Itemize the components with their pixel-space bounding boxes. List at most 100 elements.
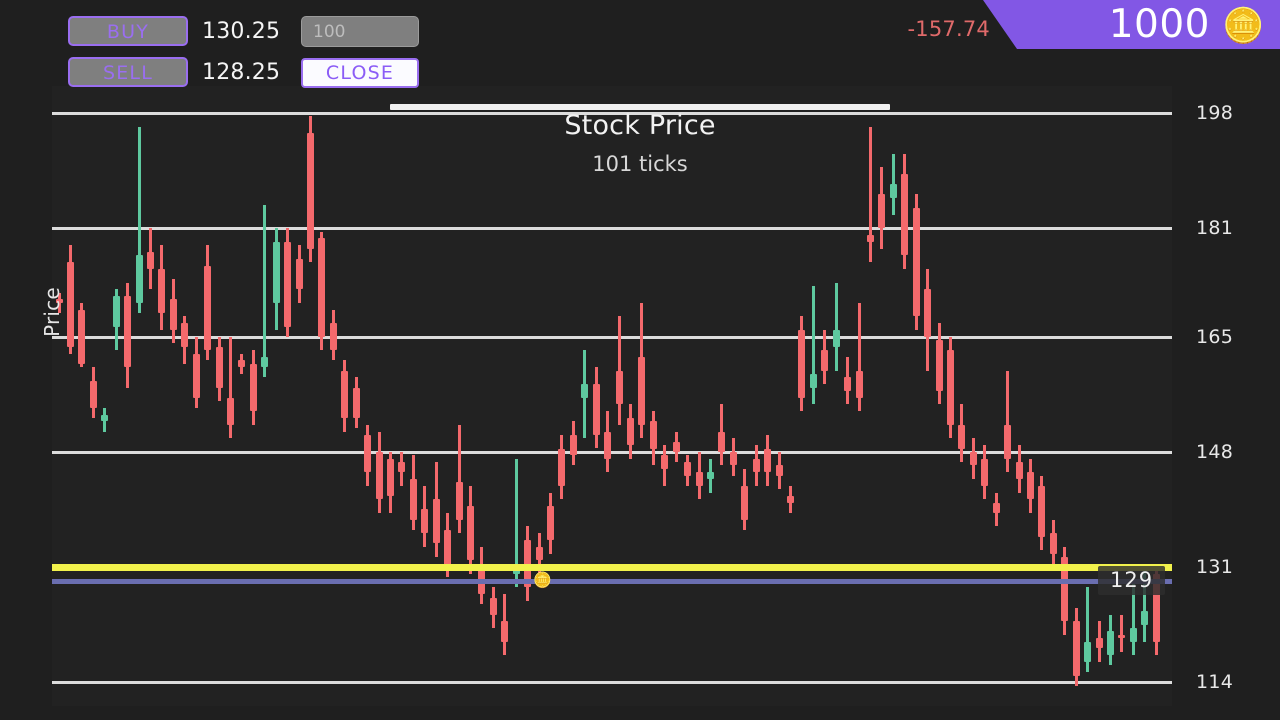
- candle-wick: [891, 153, 895, 215]
- candle-wick: [1120, 614, 1124, 652]
- candle-body: [67, 262, 74, 347]
- candle-body: [581, 384, 589, 398]
- gridline: [52, 450, 1172, 454]
- candle-body: [935, 340, 943, 391]
- candle-body: [1084, 641, 1092, 662]
- candle-wick: [857, 302, 861, 412]
- candle-body: [775, 465, 783, 476]
- candle-body: [284, 241, 292, 327]
- tick-progress-bar: [390, 104, 890, 110]
- candle-body: [467, 506, 474, 561]
- candle-body: [421, 509, 429, 534]
- candle-body: [375, 451, 383, 500]
- candle-body: [215, 346, 223, 388]
- candle-wick: [869, 126, 872, 263]
- score-value: 1000: [1108, 2, 1210, 47]
- candle-body: [398, 462, 406, 473]
- pnl-readout: -157.74: [907, 17, 990, 41]
- coins-icon: 🪙: [1222, 6, 1265, 46]
- trade-entry-coin-icon: 🪙: [533, 570, 552, 589]
- candle-body: [147, 252, 154, 269]
- candle-wick: [834, 282, 838, 371]
- candle-body: [227, 397, 234, 425]
- y-axis-title: Price: [40, 287, 64, 337]
- candle-body: [707, 472, 714, 479]
- candle-body: [1095, 638, 1103, 649]
- candle-body: [992, 502, 1000, 513]
- candle-body: [889, 184, 897, 198]
- candle-body: [615, 370, 623, 405]
- candle-body: [718, 431, 726, 452]
- candle-body: [809, 373, 817, 388]
- candle-body: [204, 265, 212, 351]
- candle-wick: [514, 458, 518, 588]
- tick-progress-fill: [390, 104, 890, 110]
- candle-body: [844, 377, 852, 391]
- candle-body: [535, 546, 543, 561]
- gridline: [52, 681, 1172, 685]
- candle-body: [604, 431, 612, 459]
- candle-body: [501, 621, 509, 642]
- candle-body: [455, 482, 463, 520]
- candle-body: [832, 329, 840, 347]
- candle-body: [558, 448, 566, 486]
- candle-body: [272, 241, 280, 303]
- candle-body: [672, 441, 680, 452]
- candle-wick: [57, 292, 61, 313]
- candle-body: [1129, 628, 1137, 642]
- candle-body: [238, 360, 246, 368]
- candle-body: [432, 499, 440, 544]
- candle-body: [912, 207, 920, 317]
- candle-wick: [137, 126, 141, 313]
- candle-body: [55, 299, 63, 303]
- candle-body: [592, 384, 600, 435]
- candle-body: [924, 289, 932, 337]
- candle-body: [1107, 631, 1114, 656]
- candle-body: [1004, 424, 1012, 459]
- candle-body: [764, 448, 772, 473]
- candle-wick: [1086, 587, 1090, 673]
- candle-wick: [263, 204, 267, 378]
- candle-body: [855, 370, 863, 398]
- chart-title: Stock Price: [564, 110, 716, 141]
- y-axis-tick-label: 181: [1196, 217, 1234, 240]
- candle-body: [489, 597, 497, 615]
- close-position-button[interactable]: CLOSE: [301, 58, 419, 88]
- sell-price-readout: 128.25: [202, 60, 281, 85]
- candle-body: [752, 458, 760, 473]
- candle-body: [741, 485, 749, 520]
- candle-body: [947, 350, 954, 425]
- buy-button[interactable]: BUY: [68, 16, 188, 46]
- buy-price-line: [52, 564, 1172, 572]
- candle-body: [101, 414, 109, 422]
- candle-body: [821, 350, 829, 371]
- quantity-input[interactable]: [301, 16, 419, 47]
- candle-body: [341, 370, 349, 418]
- candle-body: [135, 255, 143, 303]
- candle-body: [112, 296, 120, 327]
- candle-body: [787, 495, 794, 503]
- chart-subtitle: 101 ticks: [592, 152, 688, 176]
- candle-body: [1152, 573, 1160, 642]
- gridline: [52, 227, 1172, 231]
- candle-body: [729, 451, 737, 466]
- candle-body: [1038, 485, 1046, 537]
- candle-body: [295, 258, 303, 290]
- candle-body: [958, 424, 966, 449]
- candle-body: [158, 268, 166, 313]
- candle-body: [249, 363, 257, 412]
- candle-body: [192, 353, 200, 398]
- candlestick-chart: [52, 86, 1172, 706]
- candle-body: [695, 472, 703, 486]
- sell-button[interactable]: SELL: [68, 57, 188, 87]
- candle-body: [352, 387, 360, 418]
- candle-body: [649, 421, 657, 449]
- chart-plot-background: [52, 86, 1172, 706]
- buy-price-readout: 130.25: [202, 19, 281, 44]
- candle-body: [78, 309, 86, 364]
- y-axis-tick-label: 165: [1196, 325, 1234, 348]
- candle-body: [169, 299, 177, 330]
- candle-body: [547, 506, 554, 540]
- y-axis-tick-label: 114: [1196, 671, 1234, 694]
- y-axis-tick-label: 131: [1196, 556, 1234, 579]
